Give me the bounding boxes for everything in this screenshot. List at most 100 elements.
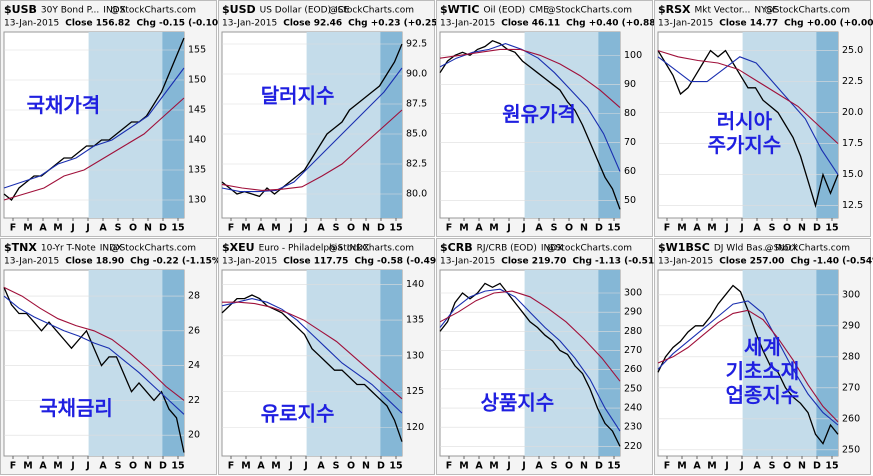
header-ticker: $CRB	[440, 241, 473, 254]
price-line	[3, 97, 185, 201]
x-tick-label: N	[144, 461, 152, 472]
y-tick-label: 130	[406, 350, 424, 361]
y-tick-label: 80	[624, 108, 636, 119]
stock-panel: $XEU Euro - Philadelphia INDX@StockCharts.…	[218, 238, 449, 475]
y-tick-label: 12.5	[842, 200, 863, 211]
x-tick-label: F	[664, 223, 671, 234]
header-close: Close 14.77	[719, 19, 778, 29]
header-change: Chg +0.00 (+0.00%)	[784, 19, 873, 29]
price-line	[657, 300, 839, 426]
y-tick-label: 280	[624, 326, 642, 337]
y-tick-label: 25.0	[842, 45, 863, 56]
x-tick-label: M	[677, 223, 686, 234]
x-tick-label: J	[506, 461, 511, 472]
y-tick-label: 28	[188, 291, 200, 302]
annotation: 기초소재	[726, 359, 800, 383]
y-tick-label: 90	[624, 79, 636, 90]
header-exchange: CME	[529, 6, 549, 16]
header-date: 13-Jan-2015	[222, 19, 277, 29]
header-exchange: ICE	[335, 6, 350, 16]
y-tick-label: 90.0	[406, 69, 427, 80]
x-tick-label: D	[595, 461, 603, 472]
x-tick-label: D	[377, 461, 385, 472]
price-line	[3, 295, 185, 415]
header-change: Chg +0.23 (+0.25%)	[348, 19, 450, 29]
stock-panel: $USD US Dollar (EOD) ICE@StockCharts.com 13…	[218, 0, 451, 237]
price-line	[657, 50, 839, 145]
header-ticker: $USD	[222, 3, 256, 16]
x-tick-label: 15	[389, 223, 402, 234]
price-line	[439, 282, 621, 447]
x-tick-label: A	[39, 223, 47, 234]
header-date: 13-Jan-2015	[440, 257, 495, 267]
y-tick-label: 20	[188, 430, 200, 441]
y-tick-label: 250	[842, 444, 860, 455]
x-tick-label: S	[769, 461, 776, 472]
annotation: 세계	[744, 335, 781, 359]
x-tick-label: 15	[389, 461, 402, 472]
x-tick-label: J	[739, 223, 744, 234]
y-tick-label: 135	[406, 315, 424, 326]
header-source: @StockCharts.com	[111, 244, 196, 254]
y-tick-label: 230	[624, 422, 642, 433]
x-tick-label: A	[753, 223, 761, 234]
price-line	[221, 43, 403, 198]
header-ticker: $RSX	[658, 3, 691, 16]
y-tick-label: 92.5	[406, 39, 427, 50]
y-tick-label: 145	[188, 105, 206, 116]
x-tick-label: J	[70, 461, 75, 472]
y-tick-label: 250	[624, 383, 642, 394]
y-tick-label: 270	[842, 382, 860, 393]
stock-panel: $W1BSC DJ Wld Bas... INDX@StockCharts.com 1…	[654, 238, 873, 475]
y-tick-label: 87.5	[406, 99, 427, 110]
y-tick-label: 260	[624, 364, 642, 375]
y-tick-label: 270	[624, 345, 642, 356]
y-tick-label: 60	[624, 166, 636, 177]
y-tick-label: 50	[624, 195, 636, 206]
y-tick-label: 80.0	[406, 189, 427, 200]
x-tick-label: F	[446, 461, 453, 472]
stock-panel: $RSX Mkt Vector... NYSE@StockCharts.com 13-…	[654, 0, 873, 237]
price-line	[3, 67, 185, 189]
header-close: Close 219.70	[501, 257, 566, 267]
y-tick-label: 300	[842, 289, 860, 300]
header-change: Chg -1.13 (-0.51%)	[572, 257, 667, 267]
x-tick-label: O	[565, 223, 573, 234]
price-line	[657, 49, 839, 209]
x-tick-label: A	[257, 461, 265, 472]
price-line	[439, 48, 621, 109]
annotation: 달러지수	[261, 84, 335, 108]
x-tick-label: M	[459, 461, 468, 472]
x-tick-label: M	[677, 461, 686, 472]
annotation: 러시아	[717, 109, 773, 133]
x-tick-label: M	[53, 223, 62, 234]
x-tick-label: A	[39, 461, 47, 472]
x-tick-label: M	[707, 461, 716, 472]
x-tick-label: J	[85, 461, 90, 472]
x-tick-label: O	[129, 223, 137, 234]
x-tick-label: N	[580, 223, 588, 234]
price-line	[221, 67, 403, 193]
shade-dark	[380, 270, 402, 456]
header-name: Oil (EOD)	[483, 6, 525, 16]
y-tick-label: 290	[624, 307, 642, 318]
price-line	[657, 309, 839, 423]
price-line	[439, 39, 621, 210]
y-tick-label: 130	[188, 195, 206, 206]
x-tick-label: J	[724, 223, 729, 234]
x-tick-label: D	[595, 223, 603, 234]
header-source: @StockCharts.com	[111, 6, 196, 16]
header-date: 13-Jan-2015	[658, 19, 713, 29]
x-tick-label: S	[115, 223, 122, 234]
x-tick-label: F	[10, 223, 17, 234]
header-date: 13-Jan-2015	[440, 19, 495, 29]
x-tick-label: S	[115, 461, 122, 472]
x-tick-label: M	[23, 223, 32, 234]
annotation: 주가지수	[708, 133, 782, 157]
header-source: @StockCharts.com	[547, 244, 632, 254]
y-tick-label: 300	[624, 288, 642, 299]
x-tick-label: S	[551, 461, 558, 472]
y-tick-label: 20.0	[842, 107, 863, 118]
x-tick-label: A	[753, 461, 761, 472]
shade-dark	[380, 32, 402, 218]
